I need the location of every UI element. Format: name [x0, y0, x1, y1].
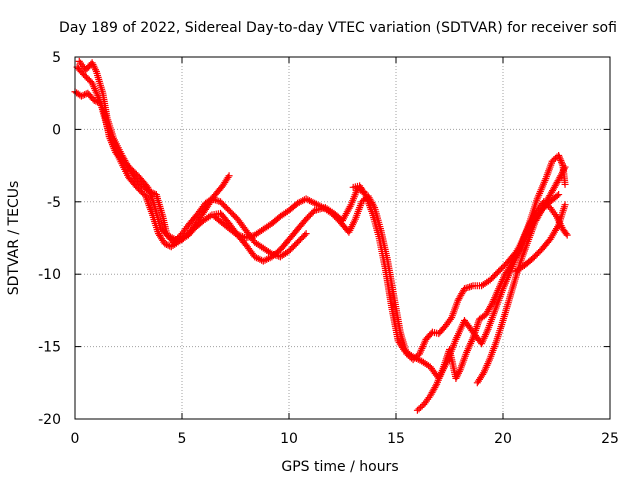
y-tick-label: -10 — [38, 267, 61, 283]
axis-ticks: 0 5 10 15 20 25 5 0 -5 -10 -15 -20 — [38, 50, 619, 447]
x-tick-label: 5 — [178, 431, 187, 447]
data-point — [92, 97, 100, 105]
data-point — [555, 153, 563, 161]
y-tick-label: -15 — [38, 340, 61, 356]
data-point — [149, 189, 157, 197]
data-point — [555, 191, 563, 199]
y-tick-label: 5 — [52, 50, 61, 66]
data-point — [506, 262, 514, 270]
x-tick-label: 25 — [601, 431, 619, 447]
data-point — [556, 155, 564, 163]
y-tick-label: -20 — [38, 412, 61, 428]
series-track-h — [512, 201, 569, 275]
data-point — [79, 91, 87, 99]
data-point — [561, 201, 569, 209]
data-point — [146, 188, 154, 196]
y-axis-label: SDTVAR / TECUs — [6, 181, 22, 296]
data-point — [162, 241, 170, 249]
x-tick-label: 20 — [494, 431, 512, 447]
x-tick-label: 15 — [387, 431, 405, 447]
plot-frame — [74, 56, 611, 420]
data-point — [90, 96, 98, 104]
data-point — [148, 188, 156, 196]
data-point — [361, 190, 369, 198]
x-tick-label: 0 — [71, 431, 80, 447]
data-point — [561, 180, 569, 188]
data-point — [301, 231, 309, 239]
y-tick-label: 0 — [52, 122, 61, 138]
data-point — [562, 230, 570, 238]
data-point — [77, 92, 85, 100]
data-points — [71, 57, 571, 414]
data-point — [557, 158, 565, 166]
data-point — [563, 231, 571, 239]
data-point — [225, 172, 233, 180]
series-track-g — [473, 163, 569, 387]
data-point — [224, 173, 232, 181]
data-point — [561, 163, 569, 171]
data-point — [432, 382, 440, 390]
y-tick-label: -5 — [47, 195, 61, 211]
data-point — [555, 151, 563, 159]
x-tick-label: 10 — [280, 431, 298, 447]
data-point — [553, 192, 561, 200]
data-point — [161, 240, 169, 248]
chart-title: Day 189 of 2022, Sidereal Day-to-day VTE… — [59, 20, 617, 36]
data-point — [487, 301, 495, 309]
data-point — [557, 157, 565, 165]
data-point — [93, 98, 101, 106]
x-axis-label: GPS time / hours — [281, 459, 398, 475]
data-point — [302, 230, 310, 238]
